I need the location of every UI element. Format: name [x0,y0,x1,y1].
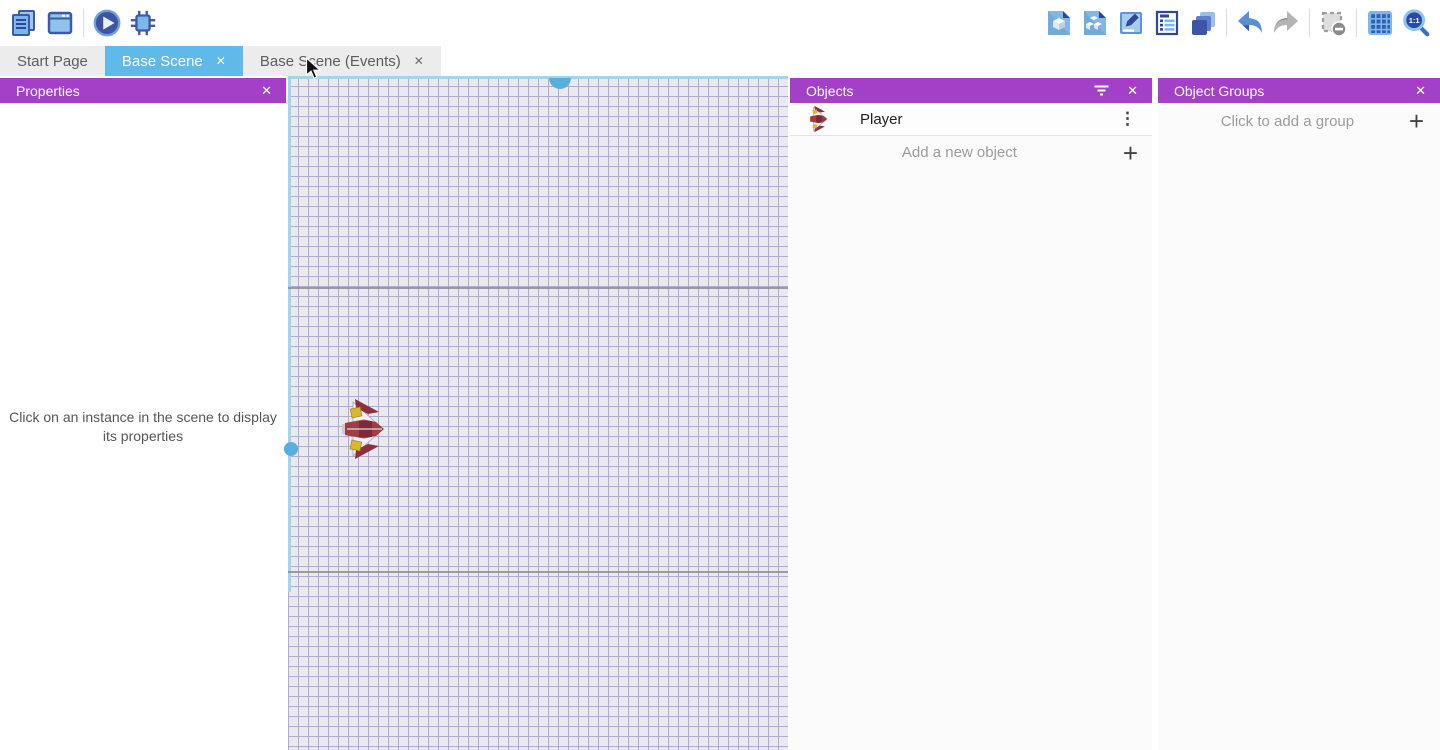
window-icon [47,11,73,35]
toolbar-separator [83,9,84,37]
scene-guide-line [288,287,788,289]
tab-bar: Start Page Base Scene ✕ Base Scene (Even… [0,46,441,76]
tab-label: Start Page [17,52,88,70]
scene-editor-canvas[interactable] [284,76,788,750]
toolbar-right-group: 1:1 [1041,5,1434,41]
svg-text:1:1: 1:1 [1409,16,1420,25]
close-icon[interactable]: ✕ [261,83,272,98]
player-instance-sprite[interactable] [342,397,384,461]
add-group-row[interactable]: Click to add a group + [1158,103,1440,139]
horizontal-scroll-thumb[interactable] [549,78,571,89]
tab-start-page[interactable]: Start Page [0,46,105,76]
window-button[interactable] [42,5,78,41]
tab-label: Base Scene [121,52,203,70]
object-groups-panel-title: Object Groups [1174,82,1265,99]
preview-play-icon [93,9,121,37]
filter-icon[interactable] [1094,85,1109,96]
add-object-label: Add a new object [901,144,1017,161]
add-object-row[interactable]: Add a new object + [790,136,1152,169]
toolbar-separator [1226,9,1227,37]
main-toolbar: 1:1 [0,0,1440,46]
objects-panel-header: Objects ✕ [790,78,1152,103]
zoom-1-1-button[interactable]: 1:1 [1398,5,1434,41]
preview-button[interactable] [89,5,125,41]
project-manager-icon [12,10,35,36]
object-menu-icon[interactable]: ⋮ [1119,109,1136,128]
vertical-scroll-thumb[interactable] [284,442,298,456]
properties-panel-title: Properties [16,82,80,99]
debug-button[interactable] [125,5,161,41]
object-groups-panel: Object Groups ✕ Click to add a group + [1158,78,1440,750]
delete-selection-icon [1321,11,1347,37]
toolbar-separator [1309,9,1310,37]
object-name: Player [860,110,903,128]
project-manager-button[interactable] [6,5,42,41]
plus-icon[interactable]: + [1122,137,1138,168]
toolbar-left-group [6,5,161,41]
open-layers-panel-button[interactable] [1185,5,1221,41]
open-instances-list-button[interactable] [1149,5,1185,41]
objects-panel-title: Objects [806,82,854,99]
object-groups-panel-icon [1084,11,1106,35]
properties-empty-message: Click on an instance in the scene to dis… [9,408,277,444]
properties-panel-icon [1120,12,1142,34]
open-object-groups-panel-button[interactable] [1077,5,1113,41]
scene-window-border-top [288,76,788,79]
close-icon[interactable]: ✕ [1415,83,1426,98]
plus-icon[interactable]: + [1408,106,1424,136]
add-group-label: Click to add a group [1220,112,1355,130]
instances-list-icon [1155,10,1179,36]
objects-panel-icon [1048,11,1070,35]
properties-panel: Properties ✕ Click on an instance in the… [0,78,286,750]
undo-button[interactable] [1232,5,1268,41]
object-row-player[interactable]: Player ⋮ [790,103,1152,136]
open-properties-panel-button[interactable] [1113,5,1149,41]
object-groups-panel-header: Object Groups ✕ [1158,78,1440,103]
close-icon[interactable]: ✕ [1127,83,1138,98]
undo-icon [1238,11,1262,33]
tab-label: Base Scene (Events) [259,52,401,70]
tab-close-icon[interactable]: ✕ [215,54,226,68]
toolbar-separator [1356,9,1357,37]
tab-base-scene-events[interactable]: Base Scene (Events) ✕ [242,46,441,76]
toggle-grid-button[interactable] [1362,5,1398,41]
delete-selection-button[interactable] [1315,5,1351,41]
player-thumbnail-icon [808,105,830,133]
properties-panel-body: Click on an instance in the scene to dis… [0,103,286,750]
open-objects-panel-button[interactable] [1041,5,1077,41]
properties-panel-header: Properties ✕ [0,78,286,103]
tab-base-scene[interactable]: Base Scene ✕ [104,46,243,76]
tab-close-icon[interactable]: ✕ [413,54,424,68]
zoom-1-1-icon: 1:1 [1403,9,1430,37]
grid-icon [1368,11,1392,35]
redo-icon [1274,11,1298,33]
scene-guide-line [288,571,788,573]
redo-button[interactable] [1268,5,1304,41]
objects-panel: Objects ✕ Player ⋮ Add a new object + [790,78,1152,750]
debug-icon [130,10,156,36]
scene-window-border-left [288,76,291,592]
layers-panel-icon [1192,12,1215,35]
